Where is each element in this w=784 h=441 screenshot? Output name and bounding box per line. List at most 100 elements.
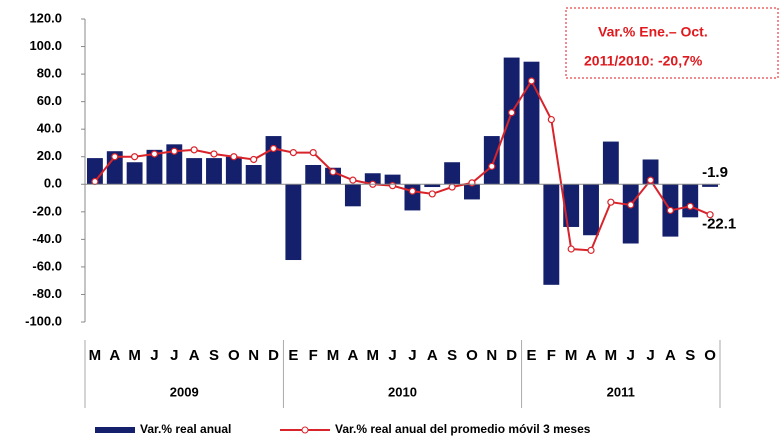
x-tick-label: M	[565, 347, 578, 364]
x-tick-label: D	[506, 347, 517, 364]
x-tick-label: A	[427, 347, 438, 364]
marker	[408, 187, 417, 195]
x-tick-label: S	[685, 347, 695, 364]
legend-swatch	[95, 427, 135, 433]
marker	[91, 177, 99, 186]
legend-label: Var.% real anual	[140, 422, 231, 436]
legend-label: Var.% real anual del promedio móvil 3 me…	[335, 422, 591, 436]
year-label: 2009	[170, 384, 199, 399]
bar	[305, 164, 322, 185]
x-tick-label: J	[627, 347, 635, 364]
x-tick-label: A	[109, 347, 120, 364]
bar	[483, 136, 500, 185]
x-tick-label: O	[704, 347, 716, 364]
marker	[388, 182, 397, 190]
bar	[146, 149, 163, 185]
marker	[567, 245, 575, 253]
marker	[111, 153, 119, 161]
bar	[325, 167, 341, 185]
marker	[607, 198, 615, 206]
annotation: 2011/2010: -20,7%	[584, 53, 703, 69]
x-tick-label: J	[408, 347, 416, 364]
x-tick-label: J	[646, 347, 654, 364]
marker	[646, 176, 655, 184]
y-tick-label: 60.0	[37, 93, 62, 108]
marker	[527, 77, 536, 85]
x-tick-label: N	[248, 347, 259, 364]
annotation-box	[565, 7, 779, 79]
bar	[503, 57, 520, 185]
x-tick-label: F	[309, 347, 318, 364]
x-tick-label: M	[128, 347, 141, 364]
marker	[666, 206, 674, 215]
marker	[488, 162, 496, 170]
bar	[424, 184, 441, 188]
x-tick-label: J	[388, 347, 396, 364]
bar	[583, 184, 599, 236]
bar	[622, 184, 639, 244]
y-tick-label: 20.0	[37, 148, 62, 163]
x-tick-label: D	[268, 347, 279, 364]
data-label: -22.1	[702, 216, 736, 233]
marker	[706, 211, 714, 219]
annotation: Var.% Ene.– Oct.	[598, 24, 708, 40]
y-tick-label: -40.0	[32, 231, 62, 246]
marker	[508, 109, 516, 117]
marker	[269, 144, 278, 153]
x-tick-label: E	[526, 347, 536, 364]
y-tick-label: 100.0	[29, 38, 62, 53]
x-tick-label: S	[209, 347, 219, 364]
bar	[642, 159, 659, 185]
y-tick-label: 80.0	[37, 66, 62, 81]
x-tick-label: J	[150, 347, 158, 364]
bar	[682, 184, 699, 218]
y-tick-label: 0.0	[44, 176, 62, 191]
x-tick-label: O	[466, 347, 478, 364]
bar	[126, 162, 143, 185]
marker	[230, 153, 238, 161]
x-tick-label: M	[605, 347, 618, 364]
marker	[468, 179, 476, 187]
x-tick-label: F	[547, 347, 556, 364]
bar	[106, 151, 123, 185]
marker	[170, 147, 178, 155]
y-tick-label: -20.0	[32, 203, 62, 218]
legend-marker	[301, 426, 309, 434]
marker	[547, 115, 555, 124]
x-tick-label: A	[586, 347, 597, 364]
marker	[329, 168, 337, 176]
x-tick-label: S	[447, 347, 457, 364]
marker	[289, 148, 297, 157]
bar	[563, 184, 580, 227]
bar	[225, 156, 242, 185]
bar	[166, 144, 183, 185]
x-tick-label: A	[347, 347, 358, 364]
bar	[384, 174, 401, 185]
marker	[627, 201, 635, 209]
bar	[186, 158, 203, 185]
bar	[523, 61, 540, 185]
data-label: -1.9	[702, 164, 728, 181]
marker	[150, 150, 159, 158]
bar	[285, 184, 302, 261]
marker	[349, 176, 357, 184]
x-tick-label: M	[327, 347, 340, 364]
x-tick-label: J	[170, 347, 178, 364]
marker	[250, 155, 258, 164]
marker	[210, 150, 218, 158]
bar	[602, 141, 619, 185]
year-label: 2010	[388, 384, 417, 399]
bar	[543, 184, 560, 285]
bar	[364, 173, 381, 185]
x-tick-label: A	[189, 347, 200, 364]
y-tick-label: 120.0	[29, 10, 62, 25]
x-tick-label: M	[89, 347, 102, 364]
bar	[245, 164, 262, 185]
bar	[265, 136, 282, 185]
x-tick-label: A	[665, 347, 676, 364]
x-tick-label: E	[288, 347, 298, 364]
x-tick-label: N	[486, 347, 497, 364]
marker	[190, 146, 198, 154]
marker	[587, 246, 595, 254]
